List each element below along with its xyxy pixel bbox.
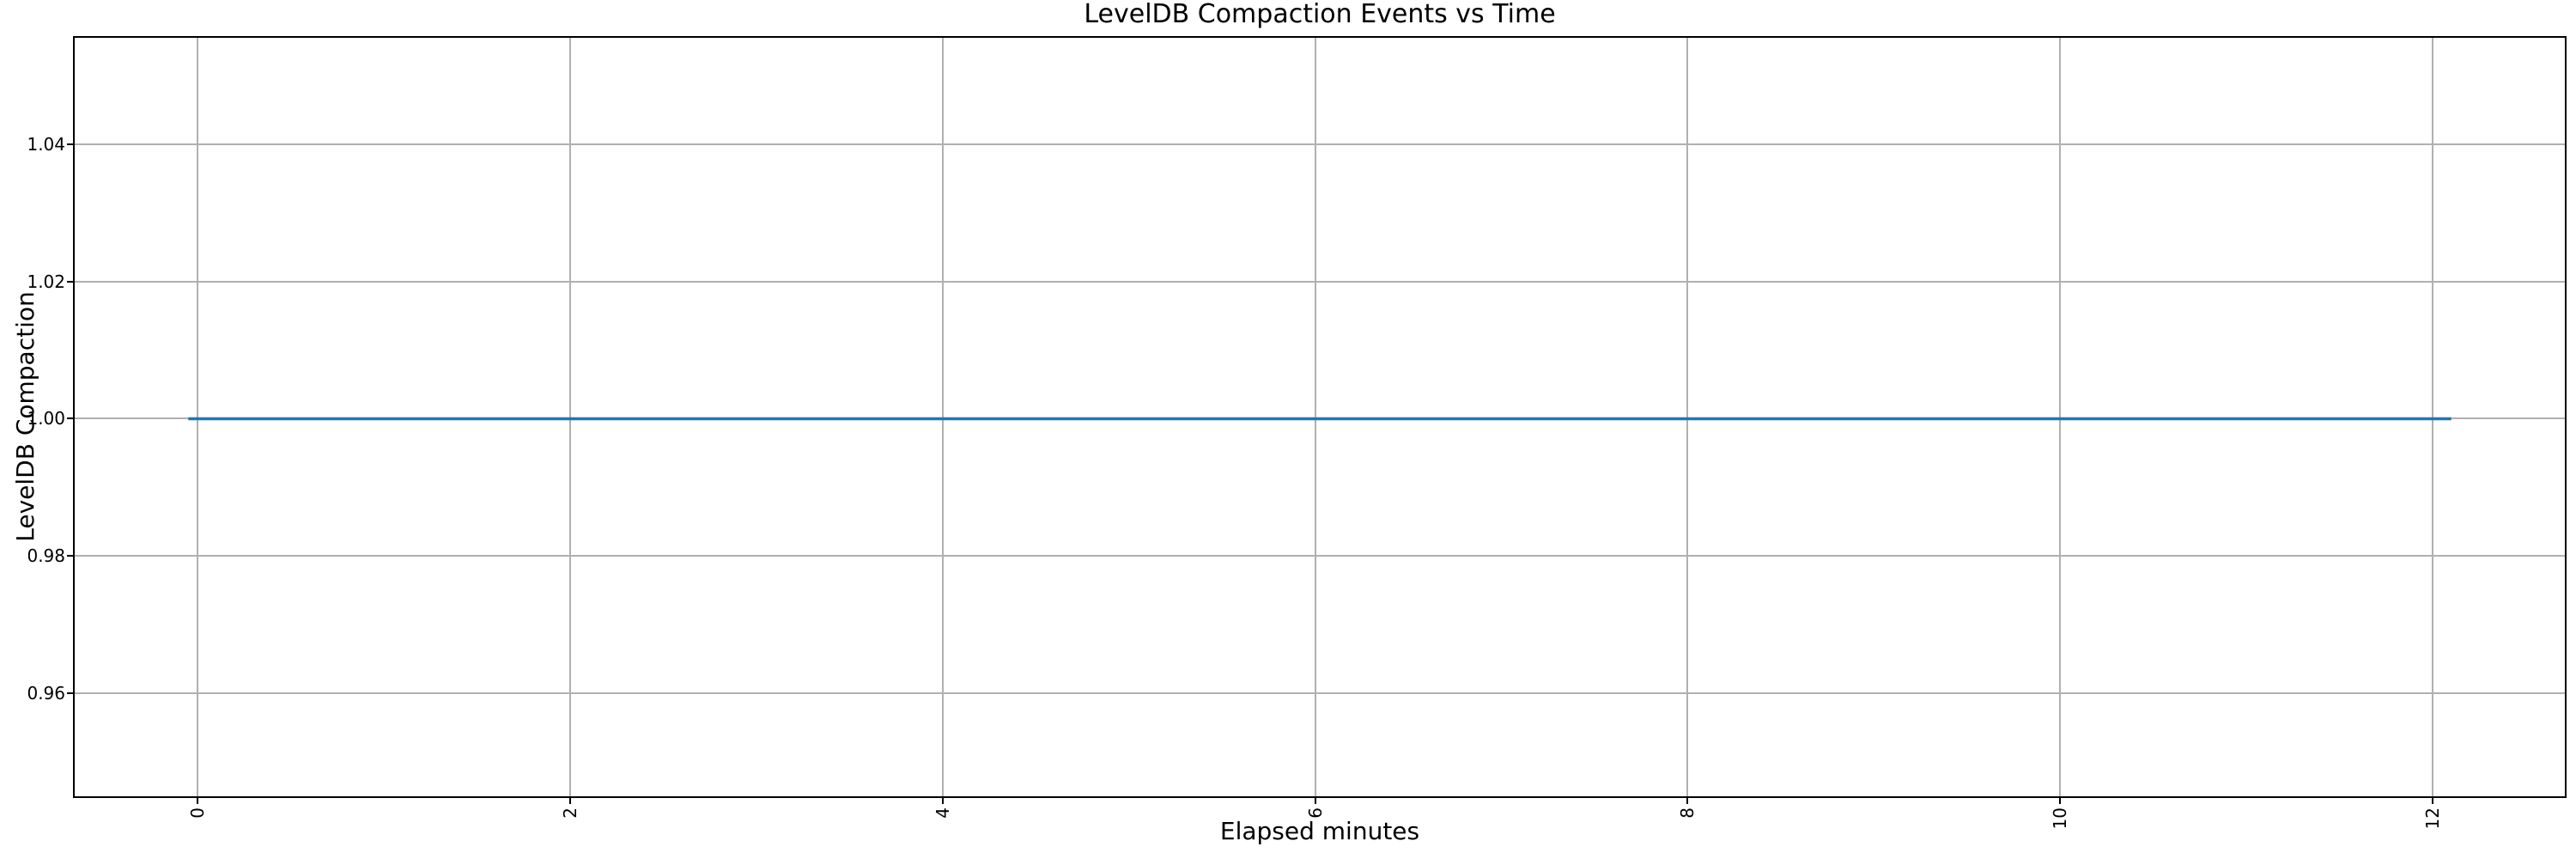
y-tick-mark [67,555,75,557]
y-gridline [75,555,2565,557]
x-gridline [1686,38,1689,796]
x-tick-label: 4 [932,807,953,819]
y-axis-label-text: LevelDB Compaction [11,291,39,542]
y-tick-mark [67,280,75,283]
y-gridline [75,280,2565,283]
x-axis-label: Elapsed minutes [1219,817,1420,845]
x-gridline [568,38,571,796]
x-tick-label: 8 [1677,807,1698,819]
y-gridline [75,692,2565,695]
x-tick-mark [1314,796,1316,804]
y-tick-label: 0.98 [27,545,65,567]
chart-title: LevelDB Compaction Events vs Time [1084,0,1556,29]
x-tick-mark [2431,796,2433,804]
x-tick-mark [941,796,944,804]
y-tick-label: 1.02 [27,271,65,292]
y-tick-label: 0.96 [27,683,65,704]
x-gridline [2431,38,2433,796]
x-tick-label: 2 [559,807,580,819]
x-tick-label: 0 [187,807,209,819]
x-gridline [197,38,199,796]
x-tick-mark [2059,796,2062,804]
x-tick-mark [568,796,571,804]
x-tick-mark [197,796,199,804]
y-gridline [75,143,2565,145]
y-tick-label: 1.00 [27,408,65,430]
plot-area [75,38,2565,796]
y-tick-mark [67,692,75,695]
x-gridline [2059,38,2062,796]
y-tick-mark [67,417,75,420]
series-layer [188,417,2451,421]
x-gridline [941,38,944,796]
x-gridline [1314,38,1316,796]
x-tick-mark [1686,796,1689,804]
y-tick-mark [67,143,75,145]
y-tick-label: 1.04 [27,133,65,155]
